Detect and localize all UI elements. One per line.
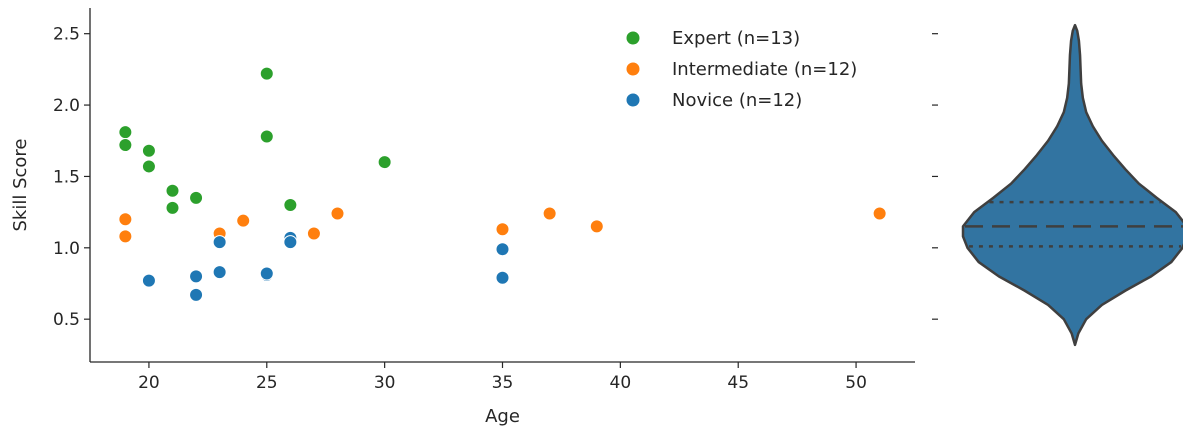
data-point-novice	[283, 235, 298, 250]
x-tick-label: 45	[727, 373, 749, 393]
y-tick-label: 1.0	[53, 239, 80, 259]
data-point-expert	[118, 125, 133, 140]
legend-label: Novice (n=12)	[672, 90, 802, 111]
data-point-expert	[141, 159, 156, 174]
data-point-novice	[259, 266, 274, 281]
x-tick-label: 25	[256, 373, 278, 393]
data-point-novice	[495, 270, 510, 285]
data-point-intermediate	[495, 222, 510, 237]
y-tick-label: 0.5	[53, 310, 80, 330]
y-tick-label: 1.5	[53, 167, 80, 187]
data-point-expert	[165, 200, 180, 215]
x-axis-label: Age	[485, 406, 520, 427]
data-point-expert	[118, 138, 133, 153]
x-tick-label: 50	[845, 373, 867, 393]
y-tick-label: 2.5	[53, 25, 80, 45]
data-point-novice	[189, 269, 204, 284]
data-point-intermediate	[118, 229, 133, 244]
data-point-novice	[141, 273, 156, 288]
data-point-expert	[259, 129, 274, 144]
x-tick-label: 20	[138, 373, 160, 393]
data-point-expert	[259, 66, 274, 81]
data-point-novice	[212, 265, 227, 280]
data-point-novice	[495, 242, 510, 257]
y-tick-label: 2.0	[53, 96, 80, 116]
data-point-expert	[377, 155, 392, 170]
data-point-intermediate	[330, 206, 345, 221]
x-tick-label: 35	[492, 373, 514, 393]
data-point-intermediate	[306, 226, 321, 241]
x-tick-label: 30	[374, 373, 396, 393]
legend-marker	[625, 30, 641, 46]
data-point-expert	[141, 143, 156, 158]
data-point-intermediate	[589, 219, 604, 234]
x-tick-label: 40	[610, 373, 632, 393]
data-point-novice	[212, 235, 227, 250]
data-point-intermediate	[236, 213, 251, 228]
y-axis-label: Skill Score	[10, 139, 31, 232]
data-point-expert	[189, 190, 204, 205]
data-point-expert	[165, 183, 180, 198]
legend-marker	[625, 61, 641, 77]
data-point-expert	[283, 197, 298, 212]
legend-label: Intermediate (n=12)	[672, 59, 857, 80]
data-point-intermediate	[542, 206, 557, 221]
violin-body	[961, 23, 1183, 347]
data-point-novice	[189, 287, 204, 302]
legend-marker	[625, 92, 641, 108]
data-point-intermediate	[118, 212, 133, 227]
data-point-intermediate	[872, 206, 887, 221]
legend-label: Expert (n=13)	[672, 28, 800, 49]
